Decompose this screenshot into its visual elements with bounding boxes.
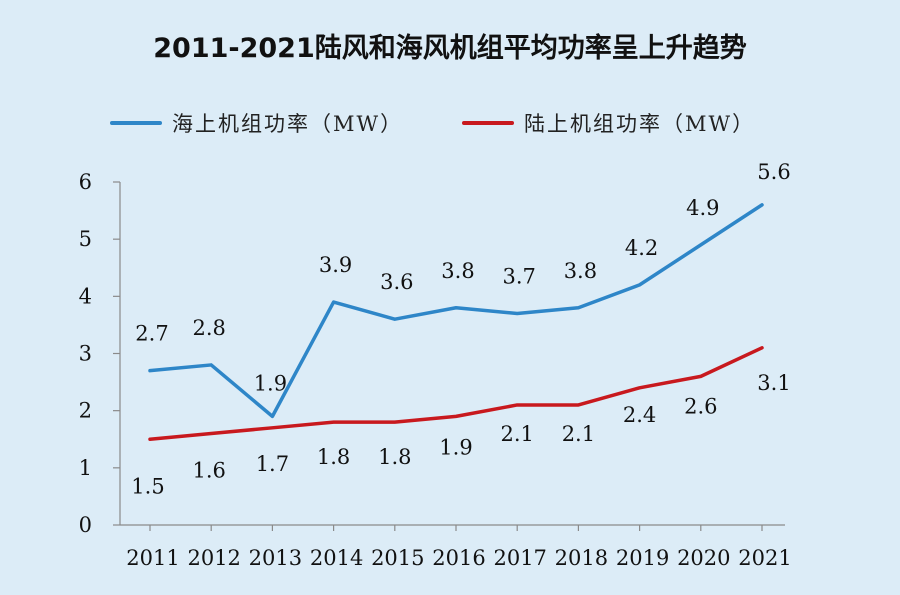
- series-line-offshore: [148, 203, 764, 419]
- data-label-offshore: 3.8: [441, 259, 474, 283]
- data-label-onshore: 2.6: [684, 394, 717, 418]
- y-tick-label: 1: [79, 456, 92, 480]
- data-label-onshore: 1.7: [256, 452, 289, 476]
- data-label-offshore: 2.7: [135, 322, 168, 346]
- x-tick-label: 2013: [249, 546, 302, 570]
- x-tick-label: 2016: [432, 546, 485, 570]
- legend-swatch-offshore: [110, 121, 162, 125]
- y-tick-label: 4: [79, 284, 92, 308]
- y-tick-label: 5: [79, 227, 92, 251]
- x-tick-label: 2014: [310, 546, 363, 570]
- chart-title: 2011-2021陆风和海风机组平均功率呈上升趋势: [153, 33, 747, 64]
- legend-item-offshore: 海上机组功率（MW）: [110, 108, 403, 138]
- data-label-onshore: 1.6: [192, 459, 225, 483]
- data-label-onshore: 3.1: [757, 371, 790, 395]
- x-tick-label: 2012: [187, 546, 240, 570]
- y-tick-label: 0: [79, 513, 92, 537]
- x-tick-label: 2011: [126, 546, 179, 570]
- y-tick-label: 2: [79, 399, 92, 423]
- data-label-onshore: 1.8: [317, 445, 350, 469]
- x-tick-label: 2017: [493, 546, 546, 570]
- x-tick-label: 2021: [738, 546, 791, 570]
- data-label-offshore: 3.6: [380, 270, 413, 294]
- legend: 海上机组功率（MW） 陆上机组功率（MW）: [0, 108, 900, 138]
- data-label-onshore: 2.1: [500, 422, 533, 446]
- data-label-offshore: 3.7: [502, 264, 535, 288]
- y-tick-label: 6: [79, 170, 92, 194]
- data-label-offshore: 1.9: [254, 371, 287, 395]
- x-tick-label: 2020: [677, 546, 730, 570]
- data-label-onshore: 1.8: [378, 445, 411, 469]
- data-label-offshore: 5.6: [757, 160, 790, 184]
- legend-label-offshore: 海上机组功率（MW）: [172, 112, 404, 136]
- legend-swatch-onshore: [462, 121, 514, 125]
- data-label-onshore: 1.5: [131, 474, 164, 498]
- legend-item-onshore: 陆上机组功率（MW）: [462, 108, 755, 138]
- data-label-offshore: 3.8: [564, 259, 597, 283]
- data-label-onshore: 2.1: [562, 422, 595, 446]
- x-tick-label: 2019: [616, 546, 669, 570]
- data-label-offshore: 4.9: [686, 196, 719, 220]
- y-tick-label: 3: [79, 342, 92, 366]
- data-label-offshore: 2.8: [192, 316, 225, 340]
- data-label-offshore: 4.2: [625, 236, 658, 260]
- data-label-onshore: 1.9: [439, 435, 472, 459]
- x-tick-label: 2015: [371, 546, 424, 570]
- data-label-onshore: 2.4: [623, 403, 656, 427]
- data-label-offshore: 3.9: [319, 253, 352, 277]
- x-tick-label: 2018: [555, 546, 608, 570]
- legend-label-onshore: 陆上机组功率（MW）: [524, 112, 756, 136]
- series-line-onshore: [148, 346, 764, 441]
